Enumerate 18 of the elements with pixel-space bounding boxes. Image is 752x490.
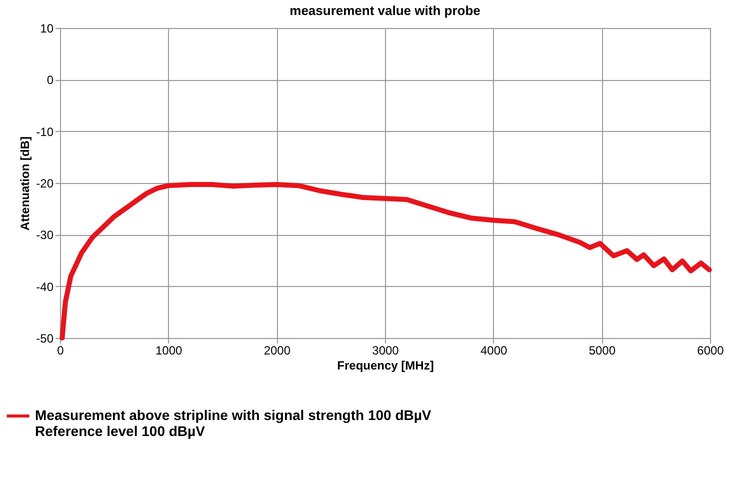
y-tick-label: -10 <box>36 124 54 139</box>
legend-label: Measurement above stripline with signal strength 100 dBµV Reference level 100 dBµV <box>35 407 432 439</box>
y-tick-label: -30 <box>36 228 54 242</box>
x-tick-label: 3000 <box>372 344 400 358</box>
y-tick-label: -40 <box>36 280 54 294</box>
y-tick-label: 10 <box>40 22 54 36</box>
x-tick-label: 6000 <box>697 344 724 358</box>
chart-title: measurement value with probe <box>290 3 480 18</box>
y-tick-label: -50 <box>36 332 54 346</box>
y-axis-title: Attenuation [dB] <box>18 136 32 230</box>
x-tick-label: 0 <box>57 344 64 358</box>
x-axis-title: Frequency [MHz] <box>337 358 434 372</box>
x-tick-label: 1000 <box>155 344 183 358</box>
x-tick-label: 2000 <box>264 344 291 358</box>
x-tick-label: 4000 <box>480 344 508 358</box>
x-tick-label: 5000 <box>588 344 616 358</box>
y-tick-label: 0 <box>46 73 54 88</box>
y-tick-label: -20 <box>36 176 54 190</box>
